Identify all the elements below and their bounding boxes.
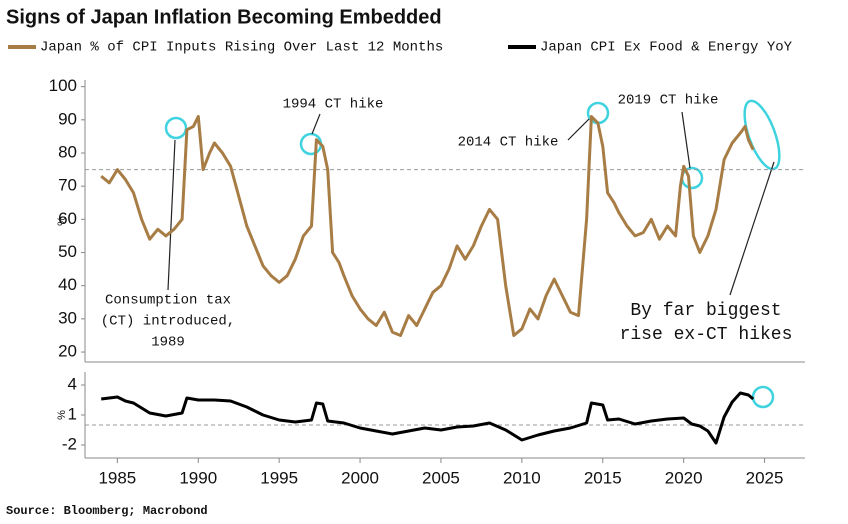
y-tick-label: 4 (68, 374, 77, 393)
y-axis-label: % (56, 410, 68, 420)
y-tick-label: 80 (58, 142, 77, 161)
y-axis-label: % (56, 216, 68, 226)
y-tick-label: 1 (68, 404, 77, 423)
x-tick-label: 2005 (422, 468, 460, 487)
x-tick-label: 2015 (584, 468, 622, 487)
y-tick-label: 90 (58, 109, 77, 128)
y-tick-label: -2 (62, 434, 77, 453)
y-tick-label: 50 (58, 242, 77, 261)
leader (681, 111, 691, 169)
x-tick-label: 2010 (503, 468, 541, 487)
x-tick-label: 2025 (746, 468, 784, 487)
highlight (164, 116, 188, 140)
annotation: Consumption tax (105, 293, 231, 309)
annotation: 1989 (151, 335, 185, 351)
x-tick-label: 2000 (341, 468, 379, 487)
chart-title: Signs of Japan Inflation Becoming Embedd… (6, 6, 442, 28)
highlight (743, 99, 781, 171)
x-tick-label: 1990 (179, 468, 217, 487)
y-tick-label: 30 (58, 308, 77, 327)
y-tick-label: 100 (49, 76, 77, 95)
annotation: (CT) introduced, (101, 314, 235, 330)
annotation: rise ex-CT hikes (620, 325, 793, 345)
legend-label: Japan % of CPI Inputs Rising Over Last 1… (40, 40, 443, 56)
annotation: By far biggest (630, 301, 781, 321)
leader (567, 118, 590, 141)
y-tick-label: 20 (58, 342, 77, 361)
y-tick-label: 70 (58, 176, 77, 195)
y-tick-label: 40 (58, 275, 77, 294)
leader (311, 113, 321, 135)
highlight (751, 385, 775, 409)
source: Source: Bloomberg; Macrobond (6, 504, 208, 518)
leader (167, 139, 176, 291)
highlight (299, 132, 323, 156)
x-tick-label: 1985 (98, 468, 136, 487)
series-line (100, 115, 755, 337)
y-tick-label: 60 (58, 209, 77, 228)
annotation: 1994 CT hike (283, 97, 384, 113)
legend-label: Japan CPI Ex Food & Energy YoY (540, 40, 793, 56)
series-line (101, 391, 755, 445)
annotation: 2014 CT hike (458, 135, 559, 151)
leader (729, 161, 775, 296)
x-tick-label: 1995 (260, 468, 298, 487)
x-tick-label: 2020 (665, 468, 703, 487)
annotation: 2019 CT hike (618, 93, 719, 109)
